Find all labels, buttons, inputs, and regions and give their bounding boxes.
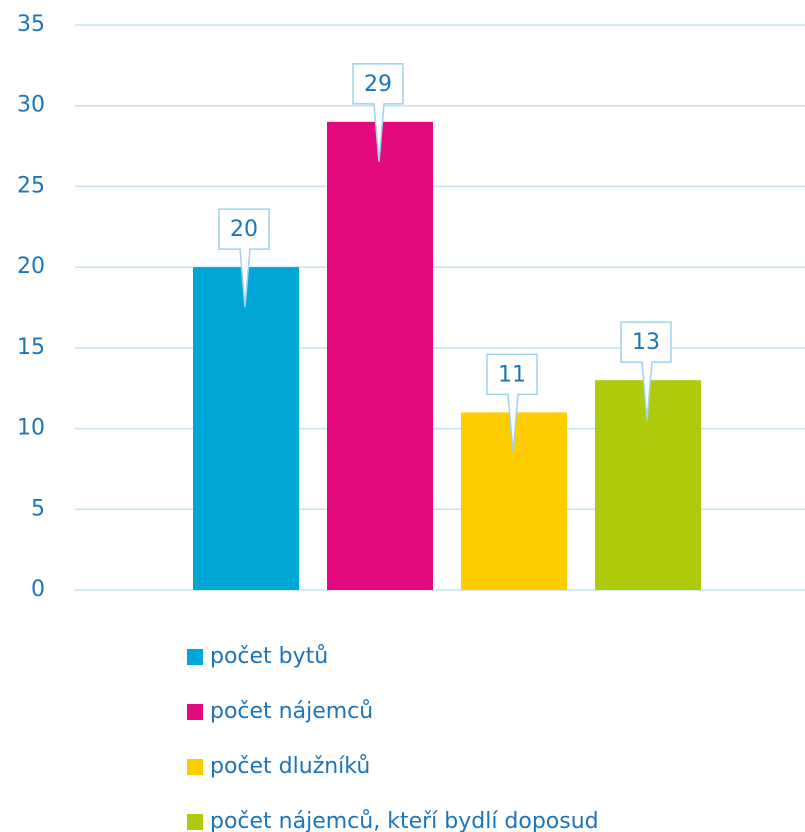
legend-swatch	[187, 649, 203, 665]
bar	[327, 121, 433, 590]
data-label: 13	[632, 330, 660, 355]
y-tick-label: 25	[17, 173, 45, 198]
legend-label: počet nájemců, kteří bydlí doposud	[210, 809, 599, 832]
y-tick-label: 15	[17, 335, 45, 360]
data-label: 29	[364, 72, 392, 97]
y-tick-label: 0	[31, 577, 45, 602]
legend-label: počet nájemců	[210, 699, 373, 724]
legend-label: počet bytů	[210, 644, 328, 669]
y-tick-label: 10	[17, 416, 45, 441]
legend-label: počet dlužníků	[210, 754, 370, 779]
data-label-callout	[620, 321, 672, 421]
legend-swatch	[187, 759, 203, 775]
y-tick-label: 30	[17, 93, 45, 118]
data-label-callout	[218, 208, 270, 308]
legend-swatch	[187, 704, 203, 720]
data-label-callout	[486, 353, 538, 453]
y-tick-label: 35	[17, 12, 45, 37]
bar	[193, 267, 299, 590]
data-label: 11	[498, 362, 526, 387]
y-tick-label: 20	[17, 254, 45, 279]
data-label: 20	[230, 217, 258, 242]
legend-swatch	[187, 814, 203, 830]
data-label-callout	[352, 63, 404, 162]
y-tick-label: 5	[31, 496, 45, 521]
